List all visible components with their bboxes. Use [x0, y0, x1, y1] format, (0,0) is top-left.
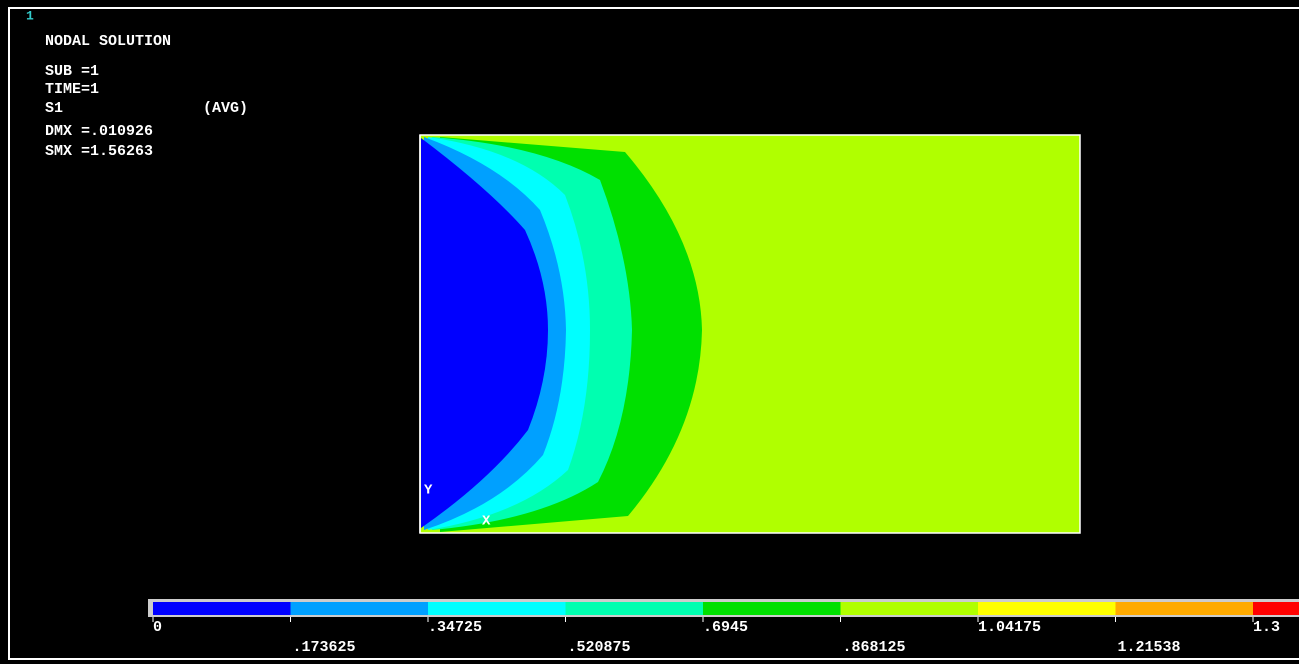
- info-dmx: DMX =.010926: [45, 123, 153, 140]
- region-blue: [421, 138, 548, 528]
- legend-band: [1115, 602, 1253, 615]
- info-avg: (AVG): [203, 100, 248, 117]
- info-item: S1: [45, 100, 63, 117]
- legend-label: .173625: [293, 639, 356, 656]
- legend-label: 0: [153, 619, 162, 636]
- legend-label: .520875: [568, 639, 631, 656]
- axis-x: X: [482, 514, 491, 530]
- axis-y: Y: [424, 483, 433, 499]
- window-number: 1: [26, 8, 34, 23]
- legend-label: .868125: [843, 639, 906, 656]
- legend-label: 1.3: [1253, 619, 1280, 636]
- legend-band: [1253, 602, 1299, 615]
- legend-label: 1.21538: [1118, 639, 1181, 656]
- legend-label: .34725: [428, 619, 482, 636]
- legend-label: .6945: [703, 619, 748, 636]
- info-time: TIME=1: [45, 81, 99, 98]
- window-frame: [8, 7, 1299, 660]
- contour-plot: Y X: [419, 134, 1081, 534]
- legend-band: [153, 602, 291, 615]
- info-sub: SUB =1: [45, 63, 99, 80]
- legend-band: [840, 602, 978, 615]
- legend-band: [290, 602, 428, 615]
- legend-band: [703, 602, 841, 615]
- info-title: NODAL SOLUTION: [45, 33, 171, 50]
- legend-band: [978, 602, 1116, 615]
- legend-band: [428, 602, 566, 615]
- legend: 0 .173625 .34725 .520875 .6945 .868125 1.04175…: [152, 602, 1299, 656]
- info-smx: SMX =1.56263: [45, 143, 153, 160]
- legend-label: 1.04175: [978, 619, 1041, 636]
- legend-band: [565, 602, 703, 615]
